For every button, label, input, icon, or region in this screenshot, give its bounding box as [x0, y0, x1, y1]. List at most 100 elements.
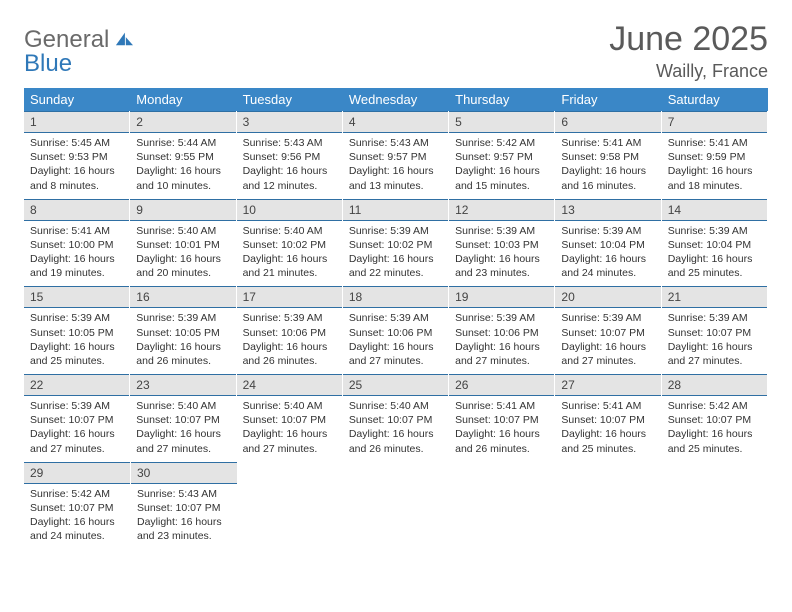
sunrise-line: Sunrise: 5:39 AM — [668, 311, 761, 325]
week-row: 8Sunrise: 5:41 AMSunset: 10:00 PMDayligh… — [24, 199, 768, 287]
sunrise-line: Sunrise: 5:42 AM — [455, 136, 548, 150]
sunset-line: Sunset: 10:07 PM — [30, 413, 123, 427]
daylight-line: Daylight: 16 hours and 15 minutes. — [455, 164, 548, 192]
day-number: 1 — [24, 111, 129, 133]
daylight-line: Daylight: 16 hours and 23 minutes. — [137, 515, 231, 543]
daylight-line: Daylight: 16 hours and 23 minutes. — [455, 252, 548, 280]
day-body: Sunrise: 5:39 AMSunset: 10:06 PMDaylight… — [449, 308, 554, 374]
sunrise-line: Sunrise: 5:41 AM — [668, 136, 761, 150]
daylight-line: Daylight: 16 hours and 8 minutes. — [30, 164, 123, 192]
sunset-line: Sunset: 10:00 PM — [30, 238, 123, 252]
day-body: Sunrise: 5:40 AMSunset: 10:02 PMDaylight… — [237, 221, 342, 287]
day-body: Sunrise: 5:43 AMSunset: 9:56 PMDaylight:… — [237, 133, 342, 199]
day-body: Sunrise: 5:41 AMSunset: 9:59 PMDaylight:… — [662, 133, 767, 199]
day-cell: 16Sunrise: 5:39 AMSunset: 10:05 PMDaylig… — [130, 286, 236, 374]
sunrise-line: Sunrise: 5:40 AM — [349, 399, 442, 413]
day-cell: 23 Sunrise: 5:40 AMSunset: 10:07 PMDaylig… — [130, 374, 236, 462]
week-row: 15Sunrise: 5:39 AMSunset: 10:05 PMDaylig… — [24, 286, 768, 374]
day-cell: 9Sunrise: 5:40 AMSunset: 10:01 PMDayligh… — [130, 199, 236, 287]
sunset-line: Sunset: 10:07 PM — [136, 413, 229, 427]
header: GeneralBlue June 2025 Wailly, France — [24, 20, 768, 82]
day-number: 12 — [449, 199, 554, 221]
day-number: 16 — [130, 286, 235, 308]
sunset-line: Sunset: 10:07 PM — [137, 501, 231, 515]
logo-word-2: Blue — [24, 50, 72, 77]
day-cell: 5Sunrise: 5:42 AMSunset: 9:57 PMDaylight… — [449, 111, 555, 199]
day-number: 28 — [662, 374, 767, 396]
logo: GeneralBlue — [24, 20, 135, 76]
daylight-line: Daylight: 16 hours and 27 minutes. — [455, 340, 548, 368]
day-body: Sunrise: 5:40 AMSunset: 10:07 PMDaylight… — [237, 396, 342, 462]
day-body: Sunrise: 5:42 AMSunset: 9:57 PMDaylight:… — [449, 133, 554, 199]
daylight-line: Daylight: 16 hours and 25 minutes. — [561, 427, 654, 455]
sunset-line: Sunset: 10:07 PM — [349, 413, 442, 427]
day-body: Sunrise: 5:43 AMSunset: 9:57 PMDaylight:… — [343, 133, 448, 199]
calendar-body: 1Sunrise: 5:45 AMSunset: 9:53 PMDaylight… — [24, 111, 768, 549]
day-body: Sunrise: 5:39 AMSunset: 10:03 PMDaylight… — [449, 221, 554, 287]
day-number: 15 — [24, 286, 129, 308]
sunrise-line: Sunrise: 5:39 AM — [30, 399, 123, 413]
sunset-line: Sunset: 10:06 PM — [349, 326, 442, 340]
day-number: 4 — [343, 111, 448, 133]
day-cell: 12Sunrise: 5:39 AMSunset: 10:03 PMDaylig… — [449, 199, 555, 287]
daylight-line: Daylight: 16 hours and 26 minutes. — [136, 340, 229, 368]
day-number: 3 — [237, 111, 342, 133]
daylight-line: Daylight: 16 hours and 22 minutes. — [349, 252, 442, 280]
calendar: Sunday Monday Tuesday Wednesday Thursday… — [24, 88, 768, 549]
daylight-line: Daylight: 16 hours and 10 minutes. — [136, 164, 229, 192]
day-body: Sunrise: 5:40 AMSunset: 10:01 PMDaylight… — [130, 221, 235, 287]
day-number: 18 — [343, 286, 448, 308]
empty-cell — [450, 462, 556, 550]
day-number: 24 — [237, 374, 342, 396]
sunset-line: Sunset: 9:56 PM — [243, 150, 336, 164]
day-body: Sunrise: 5:41 AMSunset: 10:07 PMDaylight… — [555, 396, 660, 462]
sunrise-line: Sunrise: 5:39 AM — [455, 311, 548, 325]
empty-cell — [238, 462, 344, 550]
daylight-line: Daylight: 16 hours and 12 minutes. — [243, 164, 336, 192]
sunset-line: Sunset: 10:07 PM — [668, 413, 761, 427]
daylight-line: Daylight: 16 hours and 26 minutes. — [455, 427, 548, 455]
sunrise-line: Sunrise: 5:39 AM — [561, 311, 654, 325]
sunset-line: Sunset: 9:58 PM — [561, 150, 654, 164]
sunset-line: Sunset: 9:57 PM — [349, 150, 442, 164]
empty-cell — [662, 462, 768, 550]
sunrise-line: Sunrise: 5:43 AM — [137, 487, 231, 501]
day-body: Sunrise: 5:40 AMSunset: 10:07 PMDaylight… — [343, 396, 448, 462]
day-body: Sunrise: 5:45 AMSunset: 9:53 PMDaylight:… — [24, 133, 129, 199]
day-number: 23 — [130, 374, 235, 396]
sunset-line: Sunset: 10:07 PM — [455, 413, 548, 427]
day-number: 26 — [449, 374, 554, 396]
sunrise-line: Sunrise: 5:39 AM — [455, 224, 548, 238]
dow-thursday: Thursday — [449, 88, 555, 111]
day-number: 20 — [555, 286, 660, 308]
daylight-line: Daylight: 16 hours and 27 minutes. — [561, 340, 654, 368]
dow-wednesday: Wednesday — [343, 88, 449, 111]
daylight-line: Daylight: 16 hours and 13 minutes. — [349, 164, 442, 192]
sunrise-line: Sunrise: 5:40 AM — [136, 224, 229, 238]
day-cell: 17Sunrise: 5:39 AMSunset: 10:06 PMDaylig… — [237, 286, 343, 374]
daylight-line: Daylight: 16 hours and 27 minutes. — [243, 427, 336, 455]
day-number: 11 — [343, 199, 448, 221]
sunrise-line: Sunrise: 5:39 AM — [30, 311, 123, 325]
daylight-line: Daylight: 16 hours and 27 minutes. — [668, 340, 761, 368]
empty-cell — [556, 462, 662, 550]
sunset-line: Sunset: 9:53 PM — [30, 150, 123, 164]
days-of-week-header: Sunday Monday Tuesday Wednesday Thursday… — [24, 88, 768, 111]
day-body: Sunrise: 5:43 AMSunset: 10:07 PMDaylight… — [131, 484, 237, 550]
day-number: 29 — [24, 462, 130, 484]
daylight-line: Daylight: 16 hours and 27 minutes. — [136, 427, 229, 455]
sunrise-line: Sunrise: 5:40 AM — [136, 399, 229, 413]
day-cell: 22Sunrise: 5:39 AMSunset: 10:07 PMDaylig… — [24, 374, 130, 462]
day-cell: 21Sunrise: 5:39 AMSunset: 10:07 PMDaylig… — [662, 286, 768, 374]
week-row: 29Sunrise: 5:42 AMSunset: 10:07 PMDaylig… — [24, 462, 768, 550]
day-cell: 15Sunrise: 5:39 AMSunset: 10:05 PMDaylig… — [24, 286, 130, 374]
day-number: 7 — [662, 111, 767, 133]
dow-monday: Monday — [130, 88, 236, 111]
day-cell: 18Sunrise: 5:39 AMSunset: 10:06 PMDaylig… — [343, 286, 449, 374]
daylight-line: Daylight: 16 hours and 24 minutes. — [30, 515, 124, 543]
day-cell: 26Sunrise: 5:41 AMSunset: 10:07 PMDaylig… — [449, 374, 555, 462]
sunset-line: Sunset: 10:07 PM — [243, 413, 336, 427]
sunrise-line: Sunrise: 5:42 AM — [30, 487, 124, 501]
daylight-line: Daylight: 16 hours and 24 minutes. — [561, 252, 654, 280]
day-number: 10 — [237, 199, 342, 221]
